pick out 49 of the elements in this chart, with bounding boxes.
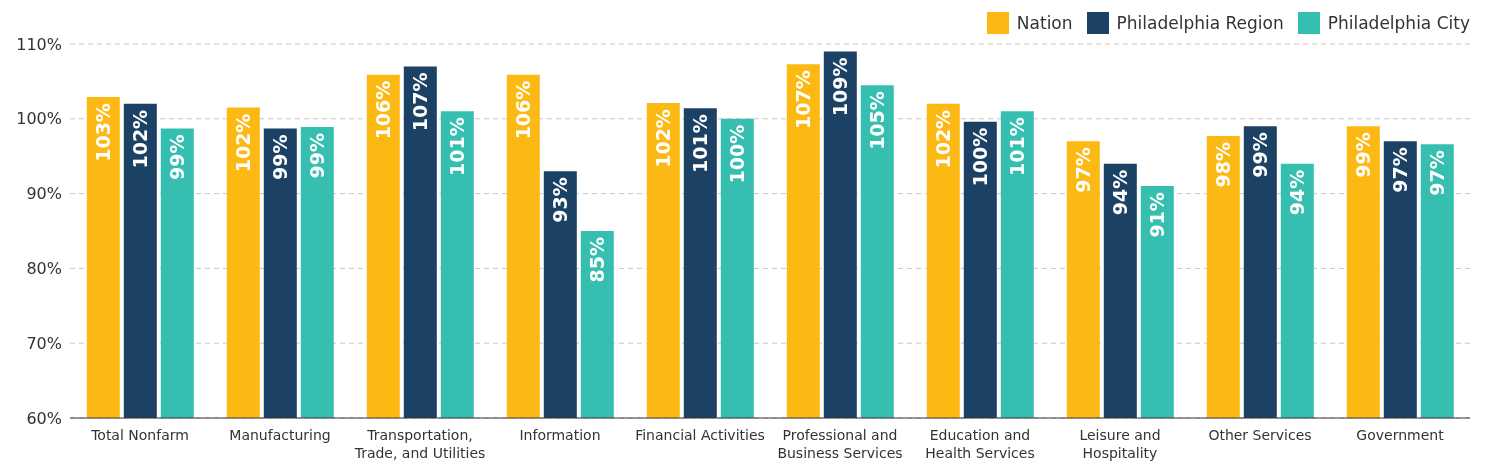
x-tick-label: Professional and Business Services	[777, 427, 903, 461]
data-label: 97%	[1072, 147, 1095, 193]
data-label: 100%	[726, 124, 749, 184]
data-label: 101%	[689, 114, 712, 174]
y-tick-label: 100%	[16, 109, 62, 129]
data-label: 107%	[409, 72, 432, 132]
x-tick-label: Transportation, Trade, and Utilities	[353, 427, 486, 461]
legend-label: Nation	[1016, 13, 1073, 33]
data-label: 106%	[372, 80, 395, 140]
data-label: 101%	[446, 117, 469, 177]
y-tick-label: 80%	[26, 259, 62, 279]
y-tick-label: 110%	[16, 34, 62, 54]
data-label: 99%	[306, 133, 329, 179]
x-tick-label: Total Nonfarm	[90, 427, 189, 443]
data-label: 109%	[829, 57, 852, 117]
x-tick-label: Leisure and Hospitality	[1079, 427, 1161, 461]
data-label: 101%	[1006, 117, 1029, 177]
data-label: 94%	[1286, 169, 1309, 216]
legend-label: Philadelphia City	[1327, 13, 1470, 33]
data-label: 99%	[269, 134, 292, 181]
data-label: 105%	[866, 91, 889, 150]
data-label: 107%	[792, 70, 815, 129]
data-label: 100%	[969, 127, 992, 187]
data-label: 99%	[166, 134, 189, 181]
data-label: 102%	[232, 113, 255, 173]
y-tick-label: 70%	[26, 333, 62, 353]
data-label: 93%	[549, 177, 572, 223]
data-label: 98%	[1212, 142, 1235, 188]
x-tick-label: Other Services	[1208, 427, 1312, 443]
data-label: 97%	[1426, 150, 1449, 196]
data-label: 102%	[129, 109, 152, 169]
data-label: 97%	[1389, 147, 1412, 193]
x-tick-label: Information	[519, 427, 601, 443]
x-tick-label: Manufacturing	[229, 427, 331, 443]
data-label: 94%	[1109, 169, 1132, 216]
data-label: 85%	[586, 237, 609, 283]
x-tick-label: Education and Health Services	[925, 427, 1035, 461]
y-tick-label: 90%	[26, 184, 62, 204]
data-label: 102%	[932, 109, 955, 169]
data-label: 99%	[1352, 132, 1375, 178]
data-label: 91%	[1146, 192, 1169, 238]
x-tick-label: Financial Activities	[635, 427, 765, 443]
y-tick-label: 60%	[26, 408, 62, 428]
legend-label: Philadelphia Region	[1116, 13, 1284, 33]
x-tick-label: Government	[1356, 427, 1445, 443]
data-label: 103%	[92, 103, 115, 162]
data-label: 106%	[512, 80, 535, 140]
data-label: 102%	[652, 109, 675, 168]
data-label: 99%	[1249, 132, 1272, 178]
